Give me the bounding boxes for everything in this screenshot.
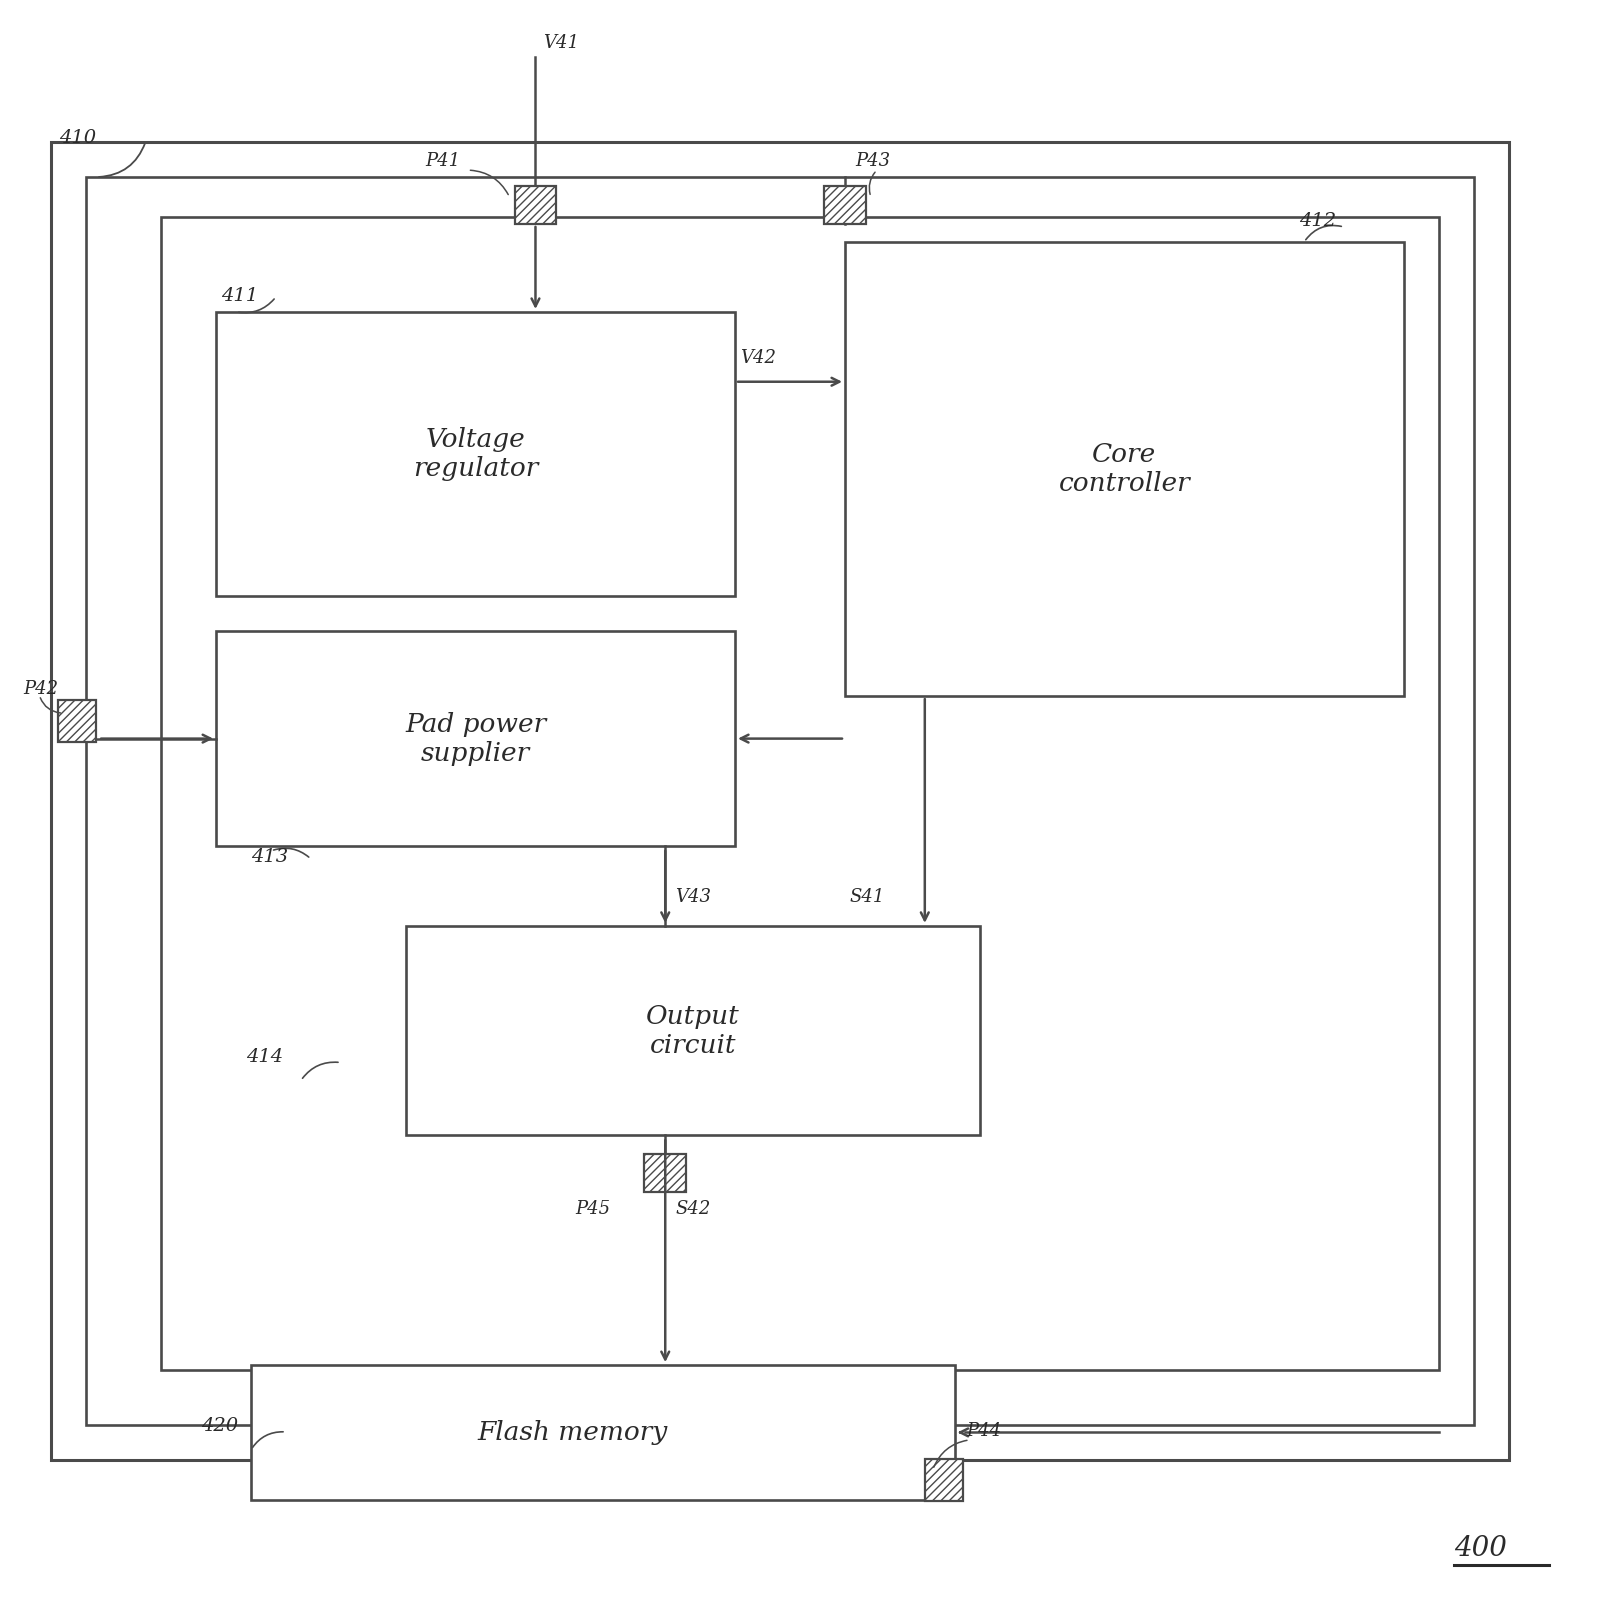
Text: 411: 411 bbox=[221, 287, 258, 304]
Text: P42: P42 bbox=[23, 680, 58, 698]
Text: S42: S42 bbox=[675, 1201, 710, 1218]
Bar bbox=[405, 925, 980, 1135]
Bar bbox=[844, 242, 1403, 696]
Bar bbox=[823, 186, 865, 224]
Text: P43: P43 bbox=[854, 152, 889, 170]
Bar bbox=[86, 178, 1474, 1425]
Text: Voltage
regulator: Voltage regulator bbox=[413, 427, 537, 482]
Text: 410: 410 bbox=[60, 130, 97, 147]
Text: Flash memory: Flash memory bbox=[478, 1420, 668, 1444]
Text: Core
controller: Core controller bbox=[1057, 442, 1190, 496]
Text: 414: 414 bbox=[245, 1047, 282, 1066]
Bar bbox=[925, 1459, 962, 1500]
Text: P45: P45 bbox=[575, 1201, 610, 1218]
Bar bbox=[58, 700, 97, 743]
Text: 413: 413 bbox=[250, 849, 287, 866]
Text: V41: V41 bbox=[544, 34, 579, 53]
Text: P44: P44 bbox=[967, 1422, 1001, 1439]
Text: S41: S41 bbox=[849, 889, 884, 906]
Text: Output
circuit: Output circuit bbox=[646, 1004, 739, 1058]
Bar bbox=[161, 218, 1438, 1370]
Text: V42: V42 bbox=[739, 349, 776, 367]
Bar bbox=[216, 631, 734, 845]
Bar bbox=[250, 1366, 954, 1500]
Bar bbox=[515, 186, 557, 224]
Text: 412: 412 bbox=[1298, 211, 1335, 231]
Bar bbox=[644, 1154, 686, 1193]
Text: V43: V43 bbox=[675, 889, 710, 906]
Text: P41: P41 bbox=[426, 152, 460, 170]
Text: 400: 400 bbox=[1453, 1535, 1506, 1561]
Bar bbox=[52, 142, 1507, 1460]
Text: Pad power
supplier: Pad power supplier bbox=[405, 711, 546, 765]
Bar bbox=[216, 312, 734, 596]
Text: 420: 420 bbox=[200, 1417, 237, 1434]
